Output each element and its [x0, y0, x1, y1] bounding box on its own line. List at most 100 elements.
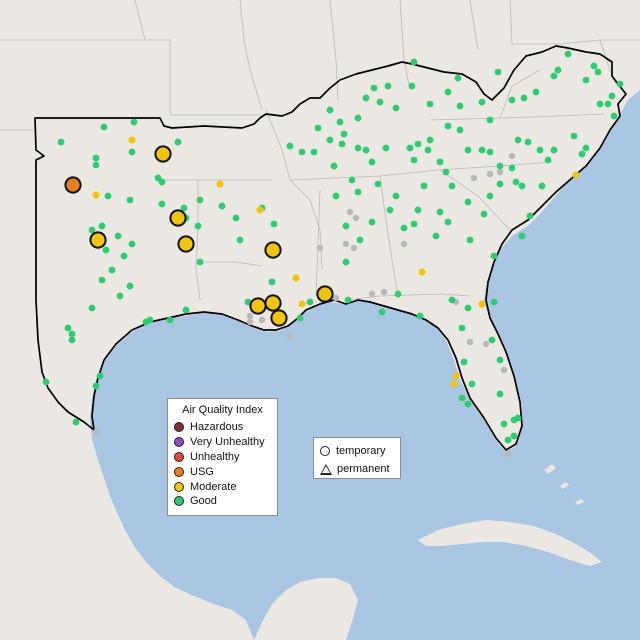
- monitor-marker-no-data[interactable]: [92, 428, 100, 436]
- monitor-marker-good[interactable]: [354, 188, 362, 196]
- monitor-marker-good[interactable]: [394, 290, 402, 298]
- monitor-marker-good[interactable]: [98, 276, 106, 284]
- monitor-marker-good[interactable]: [408, 82, 416, 90]
- monitor-marker-good[interactable]: [536, 146, 544, 154]
- monitor-marker-good[interactable]: [468, 380, 476, 388]
- monitor-marker-good[interactable]: [616, 80, 624, 88]
- monitor-marker-good[interactable]: [96, 372, 104, 380]
- monitor-marker-good[interactable]: [406, 144, 414, 152]
- monitor-marker-good[interactable]: [340, 130, 348, 138]
- monitor-marker-good[interactable]: [478, 98, 486, 106]
- monitor-marker-no-data[interactable]: [332, 294, 340, 302]
- monitor-marker-no-data[interactable]: [466, 338, 474, 346]
- monitor-marker-good[interactable]: [494, 68, 502, 76]
- monitor-marker-good[interactable]: [496, 162, 504, 170]
- monitor-marker-good[interactable]: [370, 84, 378, 92]
- monitor-marker-good[interactable]: [42, 378, 50, 386]
- monitor-marker-good[interactable]: [420, 182, 428, 190]
- monitor-marker-good[interactable]: [466, 236, 474, 244]
- monitor-marker-good[interactable]: [480, 210, 488, 218]
- monitor-marker-good[interactable]: [490, 252, 498, 260]
- monitor-marker-good[interactable]: [508, 96, 516, 104]
- monitor-marker-good[interactable]: [532, 88, 540, 96]
- monitor-marker-good[interactable]: [354, 144, 362, 152]
- monitor-marker-good[interactable]: [270, 220, 278, 228]
- monitor-marker-good[interactable]: [330, 162, 338, 170]
- monitor-marker-good[interactable]: [126, 282, 134, 290]
- monitor-marker-good[interactable]: [196, 258, 204, 266]
- monitor-marker-good[interactable]: [218, 202, 226, 210]
- monitor-marker-good[interactable]: [590, 62, 598, 70]
- monitor-marker-good[interactable]: [102, 246, 110, 254]
- monitor-marker-good[interactable]: [486, 148, 494, 156]
- monitor-marker-good[interactable]: [342, 222, 350, 230]
- monitor-marker-moderate-temporary[interactable]: [264, 241, 282, 259]
- monitor-marker-good[interactable]: [362, 94, 370, 102]
- monitor-marker-good[interactable]: [368, 218, 376, 226]
- monitor-marker-good[interactable]: [354, 114, 362, 122]
- monitor-marker-good[interactable]: [550, 72, 558, 80]
- monitor-marker-good[interactable]: [68, 336, 76, 344]
- monitor-marker-no-data[interactable]: [470, 174, 478, 182]
- monitor-marker-good[interactable]: [298, 148, 306, 156]
- monitor-marker-good[interactable]: [486, 192, 494, 200]
- monitor-marker-good[interactable]: [436, 158, 444, 166]
- monitor-marker-good[interactable]: [524, 138, 532, 146]
- monitor-marker-good[interactable]: [608, 92, 616, 100]
- monitor-marker-moderate[interactable]: [128, 136, 136, 144]
- monitor-marker-usg-temporary[interactable]: [64, 176, 82, 194]
- monitor-marker-good[interactable]: [456, 126, 464, 134]
- monitor-marker-good[interactable]: [126, 196, 134, 204]
- monitor-marker-moderate-temporary[interactable]: [169, 209, 187, 227]
- monitor-marker-good[interactable]: [356, 236, 364, 244]
- monitor-marker-moderate-temporary[interactable]: [89, 231, 107, 249]
- monitor-marker-no-data[interactable]: [504, 450, 512, 458]
- monitor-marker-moderate[interactable]: [478, 300, 486, 308]
- monitor-marker-good[interactable]: [326, 136, 334, 144]
- monitor-marker-good[interactable]: [596, 100, 604, 108]
- monitor-marker-good[interactable]: [510, 432, 518, 440]
- monitor-marker-no-data[interactable]: [482, 340, 490, 348]
- monitor-marker-good[interactable]: [554, 66, 562, 74]
- monitor-marker-good[interactable]: [116, 292, 124, 300]
- monitor-marker-good[interactable]: [500, 420, 508, 428]
- monitor-marker-no-data[interactable]: [496, 168, 504, 176]
- monitor-marker-good[interactable]: [104, 192, 112, 200]
- monitor-marker-good[interactable]: [514, 136, 522, 144]
- monitor-marker-no-data[interactable]: [246, 318, 254, 326]
- monitor-marker-no-data[interactable]: [380, 288, 388, 296]
- monitor-marker-good[interactable]: [268, 278, 276, 286]
- monitor-marker-good[interactable]: [392, 192, 400, 200]
- monitor-marker-moderate[interactable]: [450, 380, 458, 388]
- monitor-marker-good[interactable]: [68, 330, 76, 338]
- monitor-marker-no-data[interactable]: [350, 244, 358, 252]
- monitor-marker-good[interactable]: [538, 182, 546, 190]
- monitor-marker-good[interactable]: [306, 298, 314, 306]
- monitor-marker-good[interactable]: [296, 314, 304, 322]
- monitor-marker-no-data[interactable]: [508, 152, 516, 160]
- monitor-marker-good[interactable]: [550, 146, 558, 154]
- monitor-marker-good[interactable]: [336, 118, 344, 126]
- monitor-marker-good[interactable]: [194, 222, 202, 230]
- monitor-marker-good[interactable]: [424, 146, 432, 154]
- monitor-marker-good[interactable]: [426, 136, 434, 144]
- monitor-marker-good[interactable]: [464, 400, 472, 408]
- monitor-marker-good[interactable]: [378, 308, 386, 316]
- monitor-marker-good[interactable]: [518, 182, 526, 190]
- monitor-marker-no-data[interactable]: [246, 312, 254, 320]
- monitor-marker-moderate[interactable]: [256, 206, 264, 214]
- monitor-marker-good[interactable]: [578, 150, 586, 158]
- monitor-marker-good[interactable]: [98, 222, 106, 230]
- monitor-marker-good[interactable]: [332, 192, 340, 200]
- monitor-marker-good[interactable]: [444, 122, 452, 130]
- monitor-marker-good[interactable]: [514, 414, 522, 422]
- monitor-marker-good[interactable]: [128, 148, 136, 156]
- monitor-marker-good[interactable]: [458, 394, 466, 402]
- monitor-marker-good[interactable]: [88, 226, 96, 234]
- monitor-marker-moderate[interactable]: [216, 180, 224, 188]
- monitor-marker-good[interactable]: [72, 418, 80, 426]
- monitor-marker-good[interactable]: [382, 144, 390, 152]
- monitor-marker-good[interactable]: [108, 266, 116, 274]
- monitor-marker-no-data[interactable]: [500, 366, 508, 374]
- monitor-marker-good[interactable]: [490, 298, 498, 306]
